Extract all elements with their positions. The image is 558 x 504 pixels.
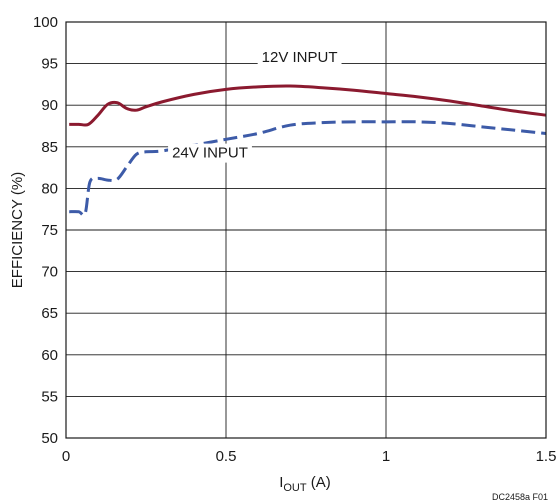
series-label-background — [168, 143, 252, 163]
series-label-background — [257, 47, 342, 67]
series-label-12v: 12V INPUT — [262, 49, 338, 66]
y-tick-label: 55 — [41, 388, 58, 405]
y-tick-label: 90 — [41, 97, 58, 114]
x-axis-label-unit: (A) — [307, 474, 331, 491]
x-tick-label: 0 — [62, 448, 70, 465]
y-tick-label: 100 — [33, 14, 58, 31]
series-label-24v: 24V INPUT — [172, 145, 248, 162]
x-axis-label: IOUT (A) — [279, 474, 331, 494]
y-tick-labels: 50 55 60 65 70 75 80 85 90 95 100 — [33, 14, 58, 447]
figure-code: DC2458a F01 — [492, 492, 548, 502]
x-tick-labels: 0 0.5 1 1.5 — [62, 448, 557, 465]
series-line-24v — [69, 120, 547, 217]
y-tick-label: 70 — [41, 264, 58, 281]
x-axis-label-subscript: OUT — [283, 482, 307, 494]
x-tick-label: 1 — [382, 448, 390, 465]
y-tick-label: 85 — [41, 139, 58, 156]
series-line-12v — [69, 84, 547, 127]
x-axis-label-main: I — [279, 474, 283, 491]
x-tick-label: 0.5 — [216, 448, 237, 465]
series-labels: 12V INPUT 24V INPUT — [168, 47, 342, 163]
y-tick-label: 50 — [41, 430, 58, 447]
x-tick-label: 1.5 — [536, 448, 557, 465]
grid — [65, 21, 547, 439]
y-tick-label: 80 — [41, 180, 58, 197]
y-tick-label: 75 — [41, 222, 58, 239]
y-axis-label: EFFICIENCY (%) — [9, 172, 26, 288]
y-tick-label: 95 — [41, 56, 58, 73]
plot-frame — [65, 21, 547, 439]
y-tick-label: 65 — [41, 305, 58, 322]
y-tick-label: 60 — [41, 347, 58, 364]
